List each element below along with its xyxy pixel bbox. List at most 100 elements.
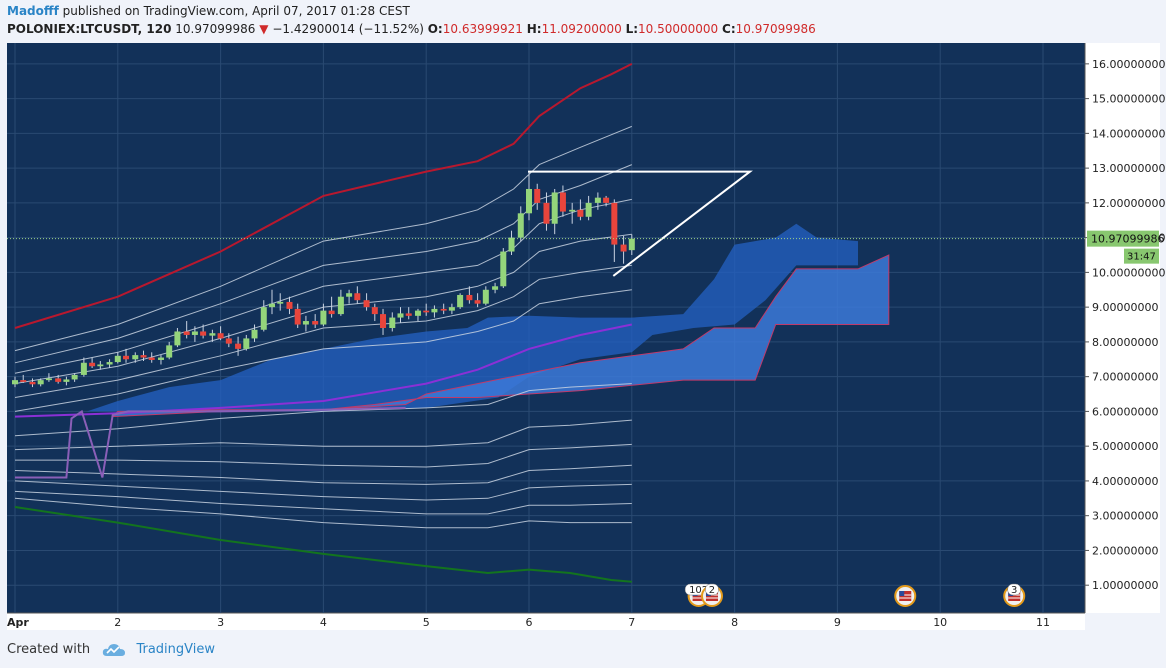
- candle: [71, 373, 78, 382]
- candle-body: [20, 380, 27, 382]
- candle: [29, 378, 36, 388]
- candle: [20, 374, 27, 383]
- candle: [414, 308, 421, 322]
- event-markers[interactable]: 102 2 3: [684, 583, 1026, 607]
- lower-envelope-line: [15, 443, 632, 468]
- candle-body: [466, 294, 473, 301]
- candle-body: [106, 362, 113, 365]
- price-chart[interactable]: 102 2 3 1.000000002.000000003.000000004.00…: [0, 40, 1166, 640]
- candle-body: [594, 197, 601, 203]
- candle-body: [29, 381, 36, 385]
- price-tick-label: 1.00000000: [1092, 579, 1158, 592]
- us-flag-icon: [705, 591, 718, 601]
- time-tick-label: 9: [834, 616, 841, 629]
- tradingview-link[interactable]: TradingView: [136, 642, 215, 657]
- candle-body: [526, 188, 532, 214]
- candle: [371, 303, 378, 322]
- candle-body: [251, 329, 258, 339]
- created-with-text: Created with: [7, 642, 91, 657]
- price-tick-label: 7.00000000: [1092, 371, 1158, 384]
- current-price-label: 10.97099986: [1091, 233, 1164, 246]
- candle: [97, 361, 104, 370]
- lagging-line: [15, 406, 406, 479]
- upper-envelope-line: [14, 198, 632, 374]
- candle-body: [132, 355, 139, 360]
- candle: [346, 289, 353, 304]
- current-price-tag: [1087, 230, 1159, 247]
- candle: [500, 248, 507, 289]
- candle-body: [209, 333, 216, 336]
- price-tick-label: 10.00000000: [1092, 266, 1165, 279]
- event-marker[interactable]: 3: [1003, 583, 1026, 607]
- candle-body: [414, 310, 421, 316]
- candle: [45, 373, 52, 382]
- candle: [569, 202, 576, 224]
- author-name[interactable]: Madofff: [7, 4, 59, 18]
- candle: [611, 199, 618, 262]
- candle: [457, 293, 464, 309]
- last-price: 10.97099986: [175, 22, 256, 36]
- price-change: −1.42900014 (−11.52%): [272, 22, 424, 36]
- candle: [235, 336, 242, 356]
- candle: [37, 378, 44, 387]
- candle-body: [423, 310, 430, 313]
- candle: [508, 230, 515, 256]
- candle: [405, 307, 412, 320]
- upper-envelope-line: [14, 125, 632, 352]
- candle-body: [620, 244, 627, 252]
- candle: [106, 359, 113, 368]
- drawing-annotations[interactable]: [7, 170, 1085, 277]
- upper-envelope-line: [14, 164, 632, 364]
- open-value: 10.63999921: [442, 22, 523, 36]
- symbol-label: POLONIEX:LTCUSDT, 120: [7, 22, 172, 36]
- candle: [526, 171, 532, 221]
- time-tick-labels: Apr 2 3 4 5 6 7 8 9 10 11: [7, 616, 1050, 629]
- candle-body: [397, 313, 404, 318]
- candle: [302, 315, 309, 332]
- candle: [166, 341, 173, 360]
- time-tick-label: Apr: [7, 616, 29, 629]
- candle-body: [328, 310, 335, 315]
- candle: [474, 293, 481, 308]
- event-marker[interactable]: [894, 585, 917, 607]
- price-tick-label: 4.00000000: [1092, 475, 1158, 488]
- candle: [559, 185, 566, 217]
- candle-body: [260, 307, 267, 330]
- candle-body: [354, 293, 361, 301]
- candle-body: [628, 238, 635, 251]
- price-tick-label: 6.00000000: [1092, 405, 1158, 418]
- candle: [585, 195, 592, 221]
- lower-envelope-line: [14, 419, 632, 451]
- lower-envelope-line: [14, 464, 632, 485]
- candle: [260, 300, 267, 332]
- candle: [123, 348, 130, 363]
- time-axis[interactable]: [7, 613, 1085, 630]
- event-count-badge: [705, 583, 719, 596]
- price-tick-label: 16.00000000: [1092, 58, 1165, 71]
- low-label: L:: [625, 22, 639, 36]
- publish-info: Madofff published on TradingView.com, Ap…: [7, 4, 410, 18]
- candle-body: [474, 300, 481, 304]
- candle: [63, 376, 70, 386]
- candle-body: [500, 251, 507, 287]
- event-count-label: 102: [689, 585, 708, 596]
- candle-body: [440, 308, 447, 311]
- candle: [620, 235, 627, 264]
- candle-body: [63, 379, 70, 382]
- envelope-bands: [14, 63, 633, 583]
- candle-body: [183, 331, 190, 335]
- candle: [380, 308, 387, 335]
- candle-body: [371, 307, 378, 315]
- ohlc-legend: POLONIEX:LTCUSDT, 120 10.97099986 ▼ −1.4…: [7, 22, 816, 36]
- cloud-front-area: [111, 254, 890, 418]
- lower-band-line: [14, 506, 632, 583]
- price-axis[interactable]: [1085, 43, 1160, 613]
- close-value: 10.97099986: [735, 22, 816, 36]
- event-marker[interactable]: 2: [700, 583, 723, 607]
- candle-body: [148, 357, 155, 360]
- candle-body: [517, 213, 524, 238]
- candle-body: [235, 343, 242, 349]
- upper-envelope-line: [14, 264, 632, 398]
- candle-body: [97, 364, 104, 367]
- candle-body: [294, 308, 301, 325]
